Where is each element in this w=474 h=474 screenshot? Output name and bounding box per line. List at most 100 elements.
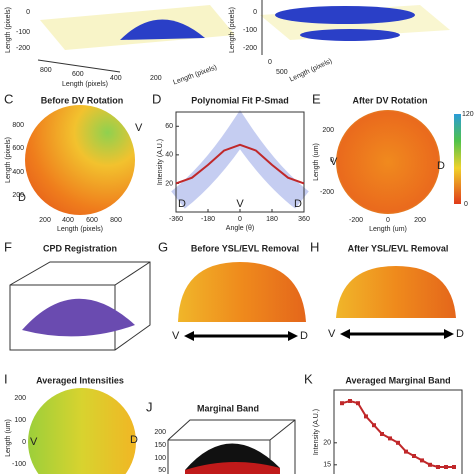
panel-letter: G <box>158 239 168 254</box>
tick: 600 <box>86 217 98 224</box>
x-label: Angle (θ) <box>226 225 254 232</box>
tick: 0 <box>386 217 390 224</box>
colorbar <box>454 114 461 204</box>
point <box>372 423 376 428</box>
dome <box>336 266 456 318</box>
fit-line <box>175 143 305 185</box>
colorbar-label: 120 <box>462 111 474 118</box>
y-tick-label: 60 <box>165 123 173 130</box>
tick: 200 <box>322 127 334 134</box>
mark: V <box>135 122 143 134</box>
point <box>356 401 360 406</box>
panel-letter: F <box>4 239 12 254</box>
tick: 150 <box>154 442 166 449</box>
tick: -100 <box>12 461 26 468</box>
panel-letter: K <box>304 371 313 386</box>
tick: 200 <box>12 192 24 199</box>
y-label: Length (pixels) <box>5 7 12 53</box>
point <box>436 465 440 469</box>
panel-h: H After YSL/EVL Removal V D <box>310 239 464 339</box>
dome <box>120 19 205 40</box>
tick: 800 <box>12 122 24 129</box>
x-tick-label: 0 <box>238 216 242 223</box>
panel-f: F CPD Registration <box>4 239 151 351</box>
embryo <box>25 105 135 215</box>
point <box>340 401 344 406</box>
mark: V <box>328 328 336 340</box>
panel-title: CPD Registration <box>43 243 117 253</box>
tick: -200 <box>349 217 363 224</box>
y-label: Intensity (A.U.) <box>313 409 320 455</box>
panel-title: Polynomial Fit P-Smad <box>191 95 289 105</box>
mark: V <box>30 436 38 448</box>
y-label: Length (um) <box>5 419 12 457</box>
dome <box>22 298 135 337</box>
x-label: Length (pixels) <box>289 58 334 84</box>
y-label: Length (pixels) <box>229 7 236 53</box>
mark: D <box>437 160 445 172</box>
band <box>185 461 280 474</box>
y-label: Length (pixels) <box>5 137 12 183</box>
tick: 0 <box>22 439 26 446</box>
tick: 100 <box>14 417 26 424</box>
y-tick-label: 20 <box>165 180 173 187</box>
tick: 400 <box>110 75 122 82</box>
colorbar-label: 0 <box>464 201 468 208</box>
x-tick-label: -180 <box>201 216 215 223</box>
z-label: Length (pixels) <box>172 64 218 86</box>
tick: 600 <box>12 145 24 152</box>
tick: 200 <box>39 217 51 224</box>
tick: 200 <box>14 395 26 402</box>
panel-letter: E <box>312 91 321 106</box>
panel-letter: H <box>310 239 319 254</box>
point <box>380 432 384 436</box>
tick: 0 <box>330 157 334 164</box>
point <box>444 465 448 469</box>
tick: 0 <box>26 9 30 16</box>
point <box>396 440 400 445</box>
fit-line <box>341 399 454 468</box>
mark: D <box>18 192 26 204</box>
tick: 0 <box>268 59 272 66</box>
panel-title: After YSL/EVL Removal <box>348 243 449 253</box>
annotation: V <box>236 198 244 210</box>
tick: 200 <box>150 75 162 82</box>
point <box>428 462 432 467</box>
y-tick-label: 20 <box>323 440 331 447</box>
tick: 0 <box>253 9 257 16</box>
panel-e: E After DV Rotation V D 120 0 Length (um… <box>312 91 474 232</box>
tick: 800 <box>110 217 122 224</box>
point <box>452 465 456 469</box>
point <box>348 399 352 403</box>
x-tick-label: -360 <box>169 216 183 223</box>
point <box>404 449 408 454</box>
tick: 100 <box>154 455 166 462</box>
panel-title: Before YSL/EVL Removal <box>191 243 299 253</box>
tick: -100 <box>16 29 30 36</box>
panel-title: After DV Rotation <box>353 95 428 105</box>
panel-g: G Before YSL/EVL Removal V D <box>158 239 308 341</box>
embryo <box>336 110 440 214</box>
tick: 400 <box>12 169 24 176</box>
panel-title: Averaged Intensities <box>36 375 124 385</box>
mark: D <box>130 434 138 446</box>
panel-i: I Averaged Intensities V D Length (um) 2… <box>4 371 138 474</box>
tick: 600 <box>72 71 84 78</box>
tick: -200 <box>16 45 30 52</box>
tick: 500 <box>276 69 288 76</box>
blob <box>275 6 415 24</box>
panel-j: J Marginal Band 200 150 100 50 <box>146 399 296 474</box>
panel-letter: C <box>4 91 13 106</box>
panel-title: Marginal Band <box>197 403 259 413</box>
tick: -200 <box>320 189 334 196</box>
point <box>412 454 416 458</box>
mark: V <box>330 156 338 168</box>
panel-letter: J <box>146 399 153 414</box>
point <box>420 458 424 463</box>
plot-frame <box>333 389 463 474</box>
annotation: D <box>294 198 302 210</box>
y-label: Length (um) <box>313 143 320 181</box>
panel-letter: D <box>152 91 161 106</box>
x-label: Length (um) <box>369 226 407 233</box>
panel-b: Length (pixels) 0 -100 -200 0 500 Length… <box>229 0 450 83</box>
